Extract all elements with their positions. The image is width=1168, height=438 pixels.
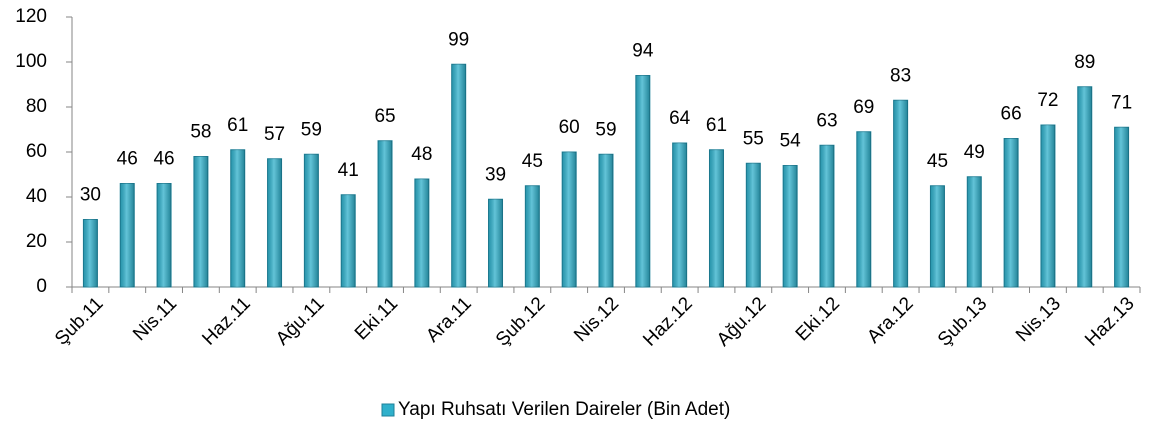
data-label: 83 [890,65,911,86]
data-label: 41 [338,160,359,181]
bar [1040,124,1056,288]
y-tick-label: 20 [26,231,47,252]
bar [708,149,724,288]
data-label: 63 [816,110,837,131]
x-tick-label: Haz.13 [1081,293,1138,350]
bar [929,185,945,288]
x-tick-label: Nis.11 [129,293,181,345]
legend-swatch [381,403,395,417]
bar [414,178,430,288]
bar [635,75,651,288]
data-label: 60 [559,117,580,138]
bar [451,63,467,288]
y-tick-label: 60 [26,141,47,162]
y-tick-label: 0 [36,276,47,297]
bar [856,131,872,288]
data-label: 58 [190,122,211,143]
bar [119,183,135,288]
bar [561,151,577,288]
bar [82,219,98,288]
data-label: 94 [632,41,654,62]
x-tick-label: Şub.12 [492,293,549,350]
data-label: 57 [264,124,285,145]
data-label: 30 [80,185,101,206]
x-tick-label: Ara.12 [863,293,917,347]
data-label: 46 [153,149,174,170]
data-label: 55 [743,128,764,149]
bar [193,156,209,288]
data-label: 69 [853,97,874,118]
data-label: 45 [927,151,948,172]
bar [156,183,172,288]
data-label: 66 [1001,104,1022,125]
data-label: 65 [374,106,395,127]
x-tick-label: Nis.12 [570,293,623,346]
bar [267,158,283,288]
data-label: 39 [485,164,506,185]
x-tick-label: Haz.12 [639,293,696,350]
data-label: 59 [595,119,616,140]
bar [1114,126,1130,288]
data-label: 46 [117,149,138,170]
x-tick-label: Şub.13 [934,293,991,350]
x-tick-label: Şub.11 [51,293,107,349]
bar [819,144,835,288]
bar [893,99,909,288]
bar [340,194,356,288]
x-tick-label: Eki.11 [351,293,402,344]
data-label: 61 [706,115,727,136]
x-tick-label: Nis.13 [1012,293,1065,346]
bar [1077,86,1093,288]
data-label: 89 [1074,52,1095,73]
bar [745,162,761,288]
y-tick-label: 120 [15,6,47,27]
bar [303,153,319,288]
y-tick-label: 100 [15,51,47,72]
legend-label: Yapı Ruhsatı Verilen Daireler (Bin Adet) [398,399,730,420]
bar [966,176,982,288]
x-tick-label: Haz.11 [198,293,254,349]
data-label: 48 [411,144,432,165]
x-tick-label: Ağu.12 [713,293,770,350]
bar [377,140,393,288]
bar [598,153,614,288]
bar [488,198,504,288]
bar [1003,138,1019,288]
bar [524,185,540,288]
data-label: 99 [448,29,469,50]
data-label: 61 [227,115,248,136]
data-label: 71 [1111,92,1132,113]
data-label: 54 [780,131,802,152]
data-label: 49 [964,142,985,163]
data-label: 64 [669,108,691,129]
bar [782,165,798,288]
data-label: 59 [301,119,322,140]
x-tick-label: Ağu.11 [272,293,328,349]
x-tick-label: Eki.12 [792,293,844,345]
data-label: 45 [522,151,543,172]
data-label: 72 [1037,90,1058,111]
x-tick-label: Ara.11 [422,293,475,346]
y-tick-label: 40 [26,186,47,207]
bar [230,149,246,288]
y-tick-label: 80 [26,96,47,117]
bar [672,142,688,288]
